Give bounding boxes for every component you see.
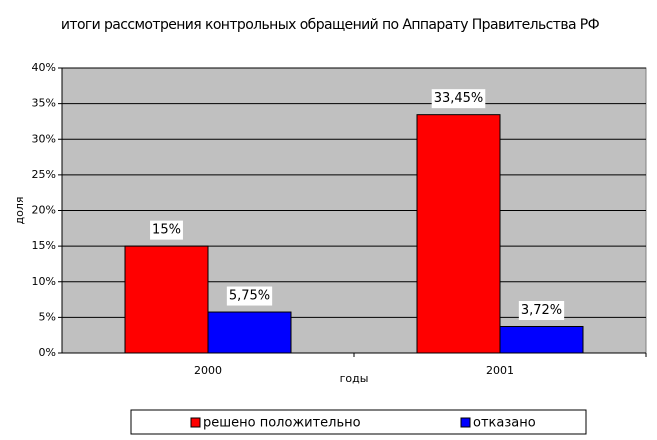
y-tick-label: 25% xyxy=(32,168,56,181)
x-tick-label: 2000 xyxy=(194,364,222,377)
y-tick-label: 0% xyxy=(39,346,56,359)
y-tick-label: 10% xyxy=(32,275,56,288)
y-tick-label: 5% xyxy=(39,310,56,323)
value-label-bg xyxy=(150,220,183,240)
x-tick-label: 2001 xyxy=(486,364,514,377)
bar xyxy=(499,325,584,354)
chart-title: итоги рассмотрения контрольных обращений… xyxy=(60,17,600,33)
y-tick-label: 15% xyxy=(32,239,56,252)
legend-label: отказано xyxy=(473,416,536,431)
y-tick-label: 40% xyxy=(32,61,56,74)
bar xyxy=(124,245,209,354)
legend-swatch xyxy=(460,417,471,428)
value-label-bg xyxy=(226,286,273,306)
bar xyxy=(207,311,292,354)
value-label: 15% xyxy=(152,223,181,238)
y-tick-label: 30% xyxy=(32,132,56,145)
y-tick-label: 35% xyxy=(32,97,56,110)
value-label: 5,75% xyxy=(229,289,270,304)
y-tick-label: 20% xyxy=(32,204,56,217)
value-label: 3,72% xyxy=(521,303,562,318)
x-axis-label: годы xyxy=(340,372,369,385)
legend-box xyxy=(130,409,587,435)
value-label: 33,45% xyxy=(434,91,484,106)
value-label-bg xyxy=(431,89,486,109)
value-label-bg xyxy=(518,300,565,320)
legend-label: решено положительно xyxy=(203,416,361,431)
y-axis-label: доля xyxy=(13,197,26,225)
legend-swatch xyxy=(190,417,201,428)
bar xyxy=(416,114,501,354)
